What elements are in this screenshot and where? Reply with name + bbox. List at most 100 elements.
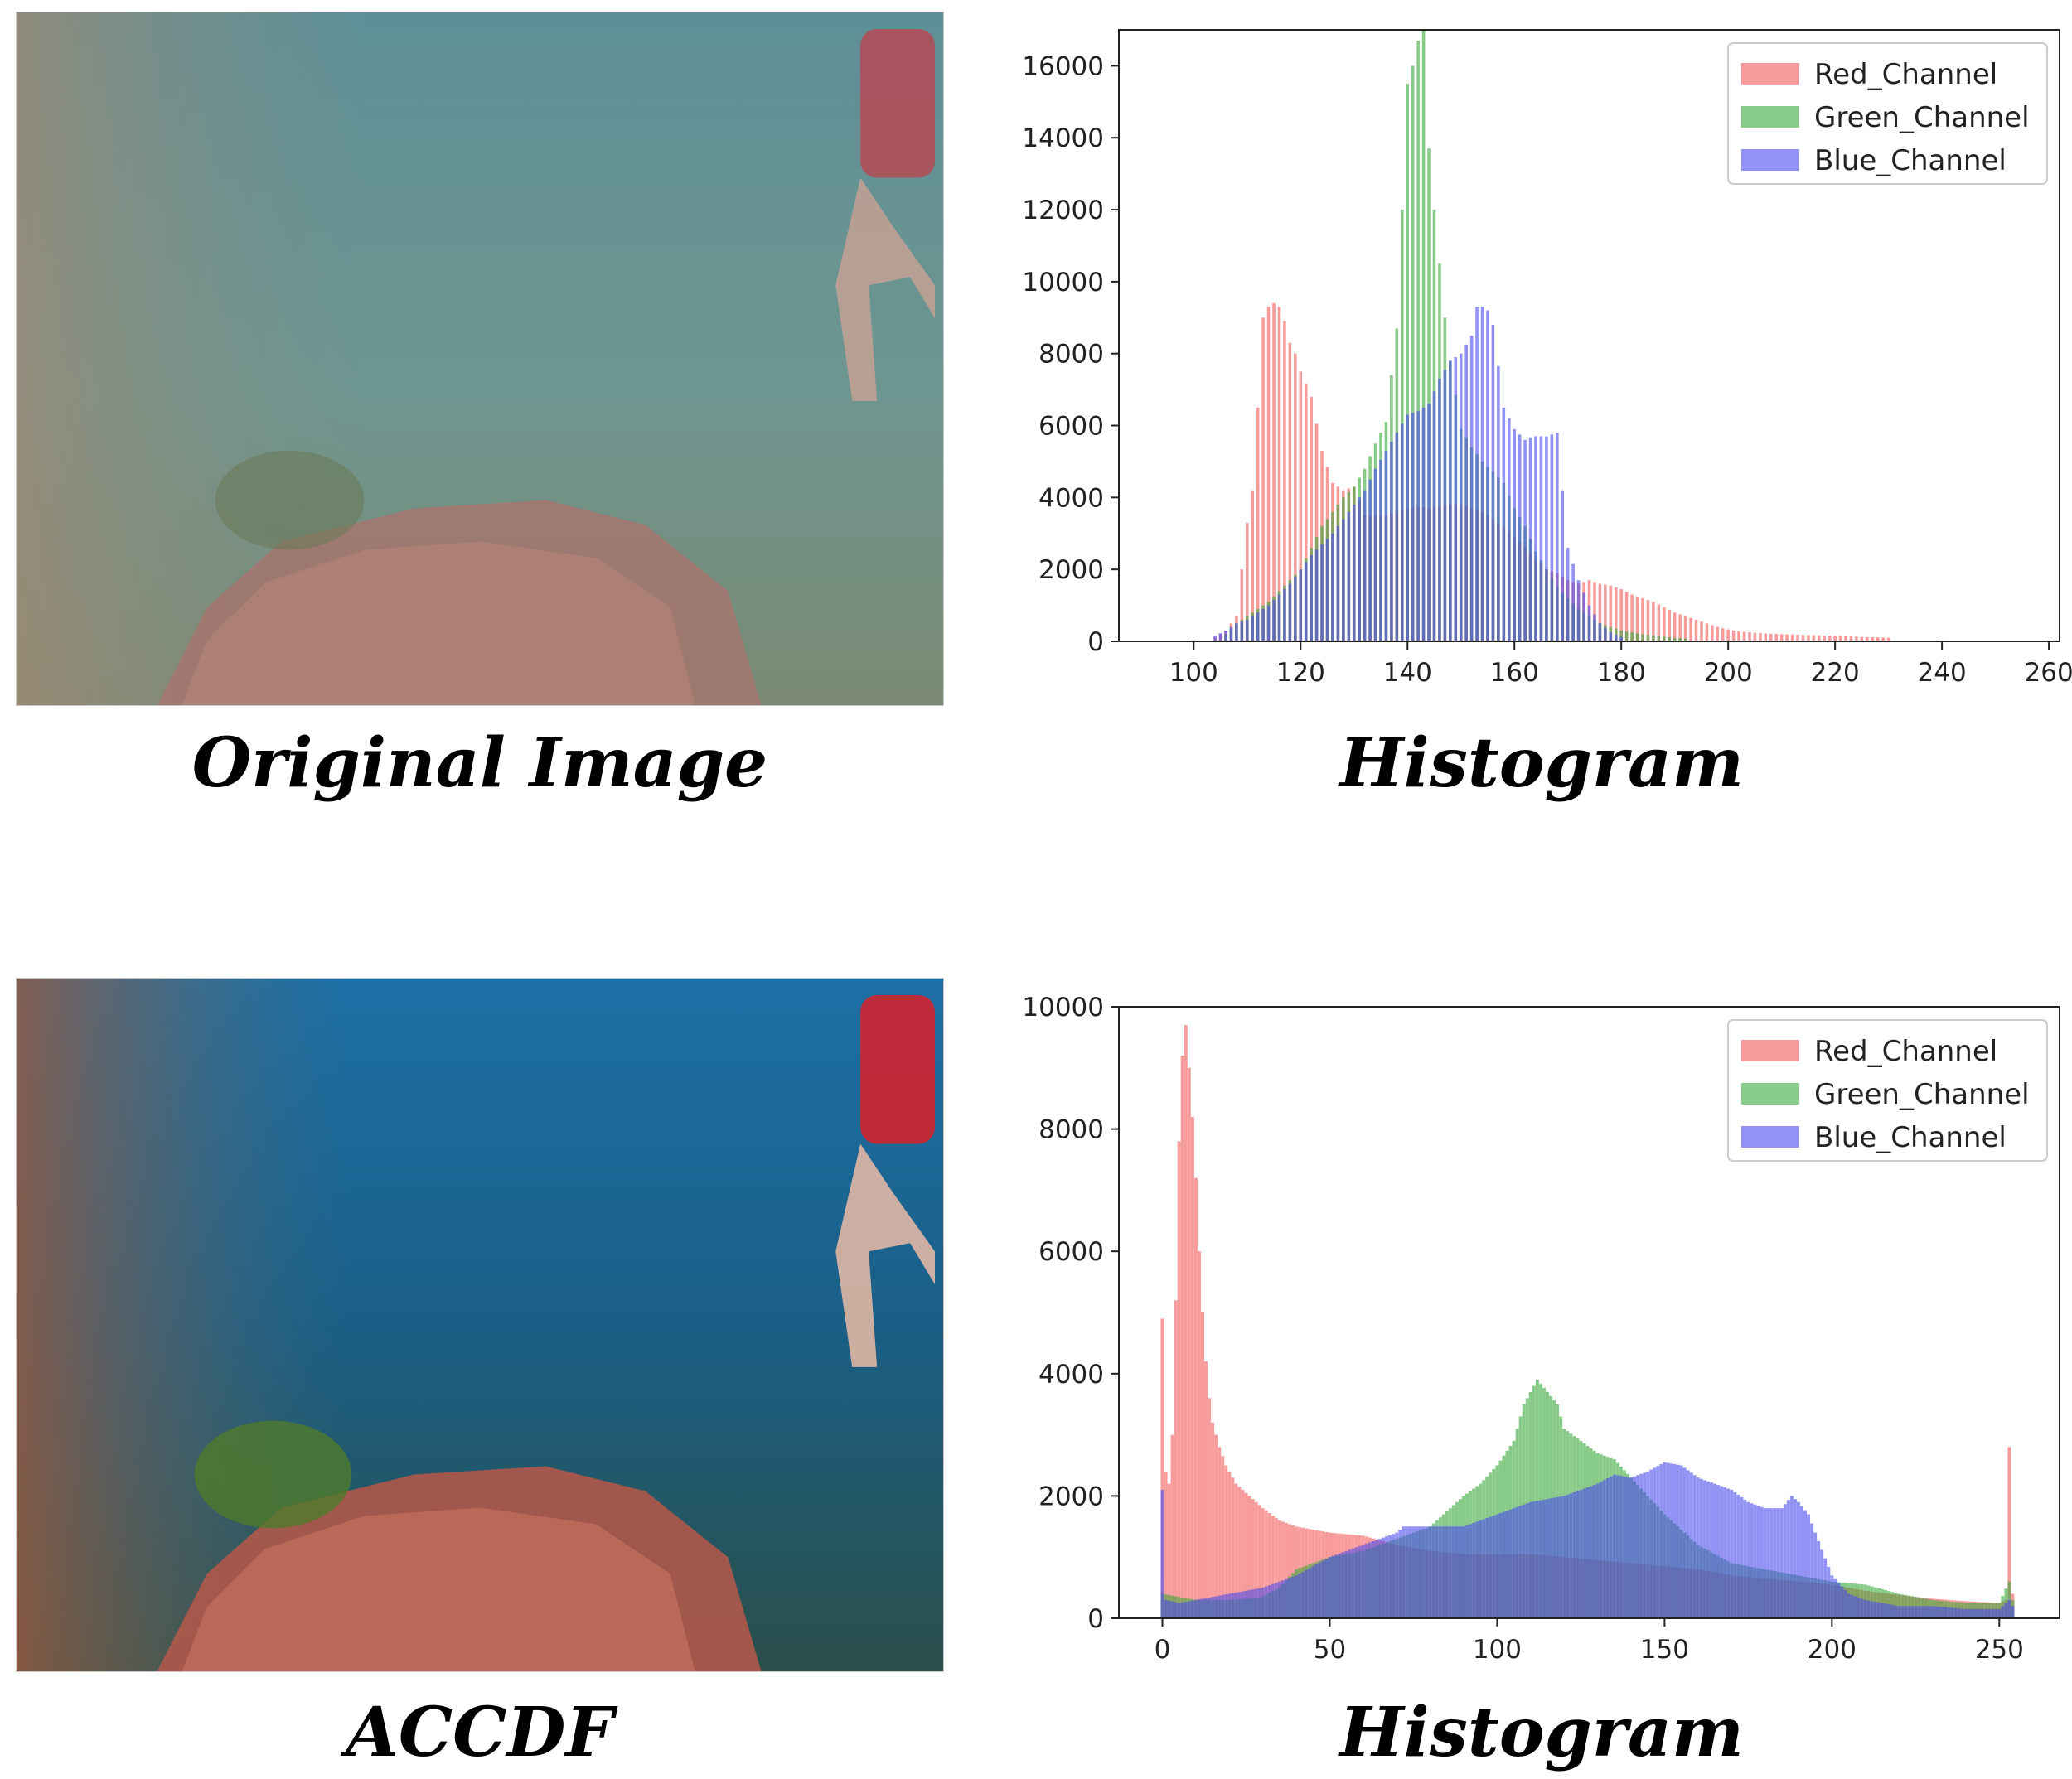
histogram-bar [1653, 1467, 1657, 1618]
histogram-bar [1208, 1597, 1212, 1618]
histogram-bar [2011, 1606, 2015, 1618]
histogram-bar [1944, 1607, 1948, 1618]
histogram-bar [1325, 539, 1329, 641]
histogram-bar [1812, 635, 1816, 641]
histogram-bar [1970, 1608, 1974, 1618]
histogram-bar [1860, 1598, 1864, 1618]
histogram-bar [1635, 596, 1639, 641]
histogram-bar [1950, 1607, 1954, 1618]
histogram-bar [1853, 1596, 1857, 1618]
histogram-bar [1532, 1501, 1536, 1618]
histogram-bar [1406, 414, 1410, 641]
histogram-bar [1462, 1526, 1466, 1618]
x-tick-label: 260 [2025, 658, 2072, 688]
histogram-bar [1773, 1508, 1777, 1618]
histogram-bar [1810, 1523, 1814, 1618]
histogram-bar [1208, 1398, 1212, 1618]
histogram-bar [1934, 1606, 1938, 1618]
histogram-bar [1294, 576, 1297, 641]
histogram-bar [1886, 637, 1890, 641]
histogram-bar [1261, 1588, 1265, 1618]
y-tick-label: 6000 [1038, 1237, 1104, 1267]
histogram-bar [1609, 1476, 1613, 1618]
histogram-bar [1786, 1500, 1790, 1618]
histogram-bar [1678, 638, 1682, 641]
histogram-bar [1227, 1593, 1232, 1618]
histogram-bar [1622, 1476, 1626, 1618]
histogram-bar [1244, 1492, 1248, 1618]
plot-frame [1118, 29, 2060, 642]
histogram-bar [1991, 1608, 1995, 1618]
histogram-bar [1863, 1599, 1867, 1618]
histogram-bar [1731, 630, 1736, 641]
histogram-bar [1562, 1496, 1566, 1618]
accdf-caption: ACCDF [346, 1693, 614, 1772]
histogram-bar [1947, 1607, 1951, 1618]
x-tick-label: 220 [1811, 658, 1860, 688]
histogram-bar [1224, 630, 1227, 641]
histogram-bar [1894, 1605, 1898, 1618]
histogram-bar [1277, 594, 1281, 641]
legend-label: Blue_Channel [1814, 1121, 2007, 1154]
histogram-bar [1400, 423, 1404, 641]
histogram-bar [1479, 1520, 1483, 1618]
histogram-bar [1247, 1590, 1251, 1618]
histogram-bar [1602, 1480, 1606, 1618]
histogram-bar [1214, 1434, 1218, 1618]
x-tick-label: 160 [1490, 658, 1539, 688]
histogram-bar [1545, 436, 1548, 641]
histogram-bar [1887, 1604, 1890, 1618]
histogram-bar [1472, 1522, 1476, 1618]
histogram-bar [2001, 1606, 2005, 1618]
histogram-bar [1251, 490, 1255, 641]
histogram-bar [1416, 411, 1420, 641]
histogram-bar [1234, 1593, 1238, 1618]
histogram-bar [1469, 336, 1474, 641]
histogram-bar [1870, 1601, 1874, 1618]
histogram-bar [1807, 635, 1810, 641]
histogram-bar [1953, 1607, 1958, 1618]
histogram-bar [1629, 1477, 1633, 1618]
histogram-bar [1981, 1608, 1985, 1618]
histogram-bar [1595, 1483, 1600, 1618]
histogram-bar [1833, 636, 1837, 641]
histogram-bar [1283, 321, 1286, 641]
histogram-bar [1358, 1545, 1362, 1618]
histogram-bar [1361, 1545, 1365, 1618]
histogram-bar [1221, 1456, 1225, 1618]
histogram-bar [1331, 533, 1334, 641]
histogram-bar [1817, 1541, 1821, 1618]
histogram-bar [1774, 634, 1779, 641]
original-image-caption: Original Image [191, 723, 768, 803]
histogram-bar [1272, 600, 1276, 641]
histogram-bar [1449, 360, 1452, 641]
histogram-bar [1769, 1508, 1774, 1618]
histogram-bar [1604, 584, 1607, 641]
histogram-bar [1904, 1606, 1908, 1618]
histogram-bar [1523, 439, 1527, 641]
histogram-bar [1847, 1593, 1851, 1618]
histogram-bar [1736, 1494, 1740, 1618]
histogram-bar [1593, 614, 1596, 641]
x-tick-label: 200 [1808, 1635, 1857, 1665]
histogram-bar [1266, 307, 1271, 641]
histogram-bar [1668, 610, 1672, 641]
histogram-bar [1957, 1608, 1961, 1618]
histogram-bar [1646, 635, 1650, 641]
histogram-bar [2007, 1447, 2011, 1618]
histogram-bar [1673, 637, 1677, 641]
histogram-bar [1866, 1600, 1871, 1618]
histogram-bar [1458, 1526, 1462, 1618]
histogram-bar [1334, 1554, 1339, 1618]
histogram-bar [1940, 1607, 1944, 1618]
histogram-bar [1605, 1478, 1610, 1618]
original-image [16, 12, 944, 706]
y-tick-label: 16000 [1022, 51, 1104, 81]
histogram-bar [1930, 1606, 1934, 1618]
histogram-bar [1304, 384, 1308, 641]
histogram-bar [1324, 1559, 1329, 1618]
histogram-bar [1676, 1464, 1680, 1618]
histogram-bar [1382, 1537, 1386, 1618]
histogram-bar [1438, 1526, 1442, 1618]
histogram-bar [1838, 636, 1842, 641]
